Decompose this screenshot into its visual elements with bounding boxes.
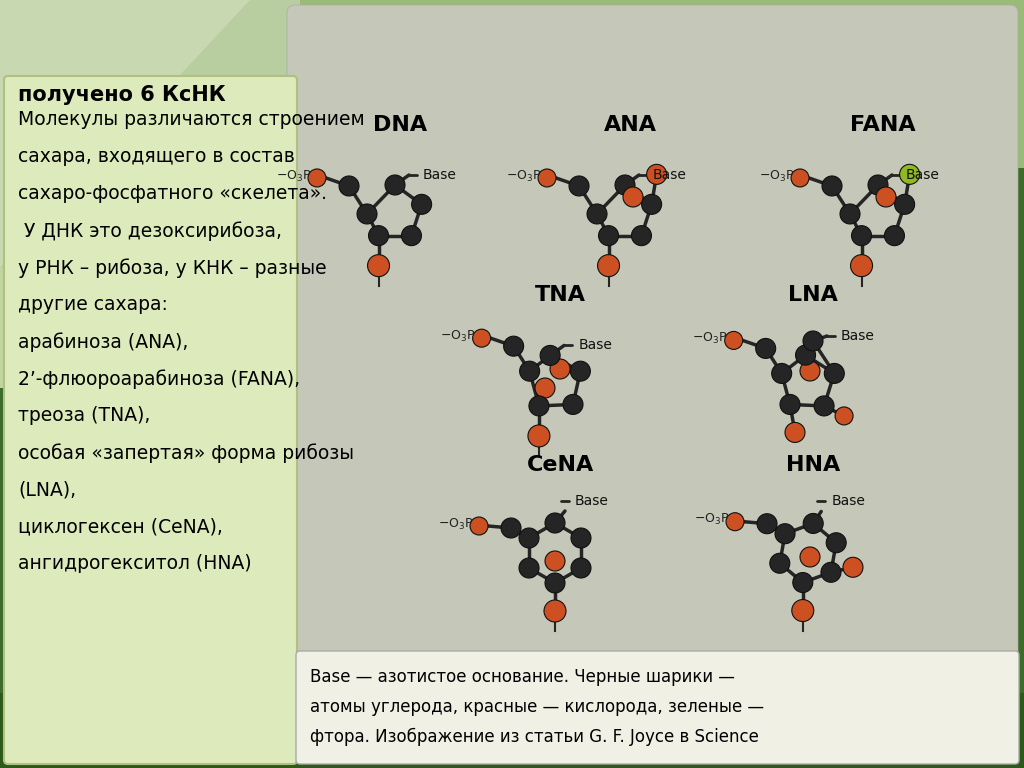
- Circle shape: [895, 194, 914, 214]
- Text: $-$O$_3$P: $-$O$_3$P: [506, 168, 541, 184]
- FancyBboxPatch shape: [296, 651, 1019, 764]
- Circle shape: [563, 395, 583, 415]
- Text: HNA: HNA: [785, 455, 840, 475]
- Circle shape: [538, 169, 556, 187]
- Circle shape: [814, 396, 835, 416]
- Circle shape: [615, 175, 635, 195]
- Text: треоза (TNA),: треоза (TNA),: [18, 406, 151, 425]
- Circle shape: [540, 346, 560, 366]
- Circle shape: [822, 176, 842, 196]
- Circle shape: [528, 425, 550, 447]
- Circle shape: [529, 396, 549, 416]
- Circle shape: [545, 551, 565, 571]
- Circle shape: [519, 361, 540, 381]
- Circle shape: [623, 187, 643, 207]
- Circle shape: [544, 600, 566, 622]
- Circle shape: [308, 169, 326, 187]
- Text: $-$O$_3$P: $-$O$_3$P: [692, 331, 728, 346]
- Circle shape: [545, 513, 565, 533]
- FancyBboxPatch shape: [287, 5, 1018, 748]
- Circle shape: [519, 528, 539, 548]
- Text: CeNA: CeNA: [526, 455, 594, 475]
- Polygon shape: [0, 0, 250, 268]
- Circle shape: [868, 175, 888, 195]
- Circle shape: [385, 175, 406, 195]
- Circle shape: [885, 226, 904, 246]
- Circle shape: [470, 517, 488, 535]
- Circle shape: [800, 361, 820, 381]
- Circle shape: [357, 204, 377, 224]
- Text: 2’-флюороарабиноза (FANA),: 2’-флюороарабиноза (FANA),: [18, 369, 300, 389]
- Text: получено 6 КсНК: получено 6 КсНК: [18, 85, 225, 105]
- Text: фтора. Изображение из статьи G. F. Joyce в Science: фтора. Изображение из статьи G. F. Joyce…: [310, 728, 759, 746]
- Circle shape: [642, 194, 662, 214]
- Text: TNA: TNA: [535, 285, 586, 305]
- Text: ANA: ANA: [603, 115, 656, 135]
- Circle shape: [824, 363, 845, 383]
- Circle shape: [519, 558, 539, 578]
- Text: Base: Base: [831, 495, 865, 508]
- Circle shape: [339, 176, 359, 196]
- Polygon shape: [0, 0, 520, 388]
- Circle shape: [726, 513, 744, 531]
- Text: Base: Base: [579, 339, 612, 353]
- Text: $-$O$_3$P: $-$O$_3$P: [437, 516, 473, 531]
- Circle shape: [821, 562, 841, 582]
- Circle shape: [900, 164, 920, 184]
- Circle shape: [535, 378, 555, 398]
- Circle shape: [569, 176, 589, 196]
- Circle shape: [368, 255, 389, 276]
- Circle shape: [840, 204, 860, 224]
- Text: $-$O$_3$P: $-$O$_3$P: [440, 329, 475, 344]
- Circle shape: [775, 524, 795, 544]
- Circle shape: [835, 407, 853, 425]
- Circle shape: [545, 573, 565, 593]
- Text: (LNA),: (LNA),: [18, 480, 76, 499]
- Circle shape: [412, 194, 432, 214]
- Text: Base: Base: [423, 168, 457, 182]
- Text: ангидрогекситол (HNA): ангидрогекситол (HNA): [18, 554, 252, 573]
- Text: $-$O$_3$P: $-$O$_3$P: [275, 168, 311, 184]
- Circle shape: [473, 329, 490, 347]
- Circle shape: [401, 226, 422, 246]
- Text: $-$O$_3$P: $-$O$_3$P: [693, 512, 729, 528]
- Text: Base: Base: [575, 494, 609, 508]
- Text: LNA: LNA: [788, 285, 838, 305]
- Text: другие сахара:: другие сахара:: [18, 295, 168, 314]
- Text: арабиноза (ANA),: арабиноза (ANA),: [18, 332, 188, 352]
- Circle shape: [851, 255, 872, 276]
- Circle shape: [550, 359, 570, 379]
- Circle shape: [501, 518, 521, 538]
- Circle shape: [791, 169, 809, 187]
- Circle shape: [785, 422, 805, 442]
- Polygon shape: [0, 0, 300, 268]
- Text: особая «запертая» форма рибозы: особая «запертая» форма рибозы: [18, 443, 354, 462]
- Circle shape: [757, 514, 777, 534]
- Text: DNA: DNA: [373, 115, 427, 135]
- Circle shape: [587, 204, 607, 224]
- Circle shape: [803, 514, 823, 534]
- Circle shape: [796, 345, 815, 365]
- Circle shape: [826, 533, 846, 553]
- Circle shape: [843, 558, 863, 578]
- FancyBboxPatch shape: [4, 76, 297, 764]
- Text: $-$O$_3$P: $-$O$_3$P: [759, 168, 794, 184]
- Text: Base: Base: [841, 329, 874, 343]
- Text: у РНК – рибоза, у КНК – разные: у РНК – рибоза, у КНК – разные: [18, 258, 327, 278]
- Circle shape: [369, 226, 388, 246]
- Circle shape: [646, 164, 667, 184]
- Circle shape: [772, 363, 792, 383]
- Circle shape: [570, 361, 591, 381]
- Text: циклогексен (CeNA),: циклогексен (CeNA),: [18, 517, 223, 536]
- Text: сахаро-фосфатного «скелета».: сахаро-фосфатного «скелета».: [18, 184, 327, 203]
- Circle shape: [571, 528, 591, 548]
- Circle shape: [599, 226, 618, 246]
- Text: Base: Base: [906, 168, 940, 182]
- Circle shape: [598, 255, 620, 276]
- Circle shape: [756, 339, 776, 359]
- Text: Молекулы различаются строением: Молекулы различаются строением: [18, 110, 365, 129]
- Circle shape: [876, 187, 896, 207]
- Text: FANA: FANA: [850, 115, 915, 135]
- Circle shape: [725, 332, 742, 349]
